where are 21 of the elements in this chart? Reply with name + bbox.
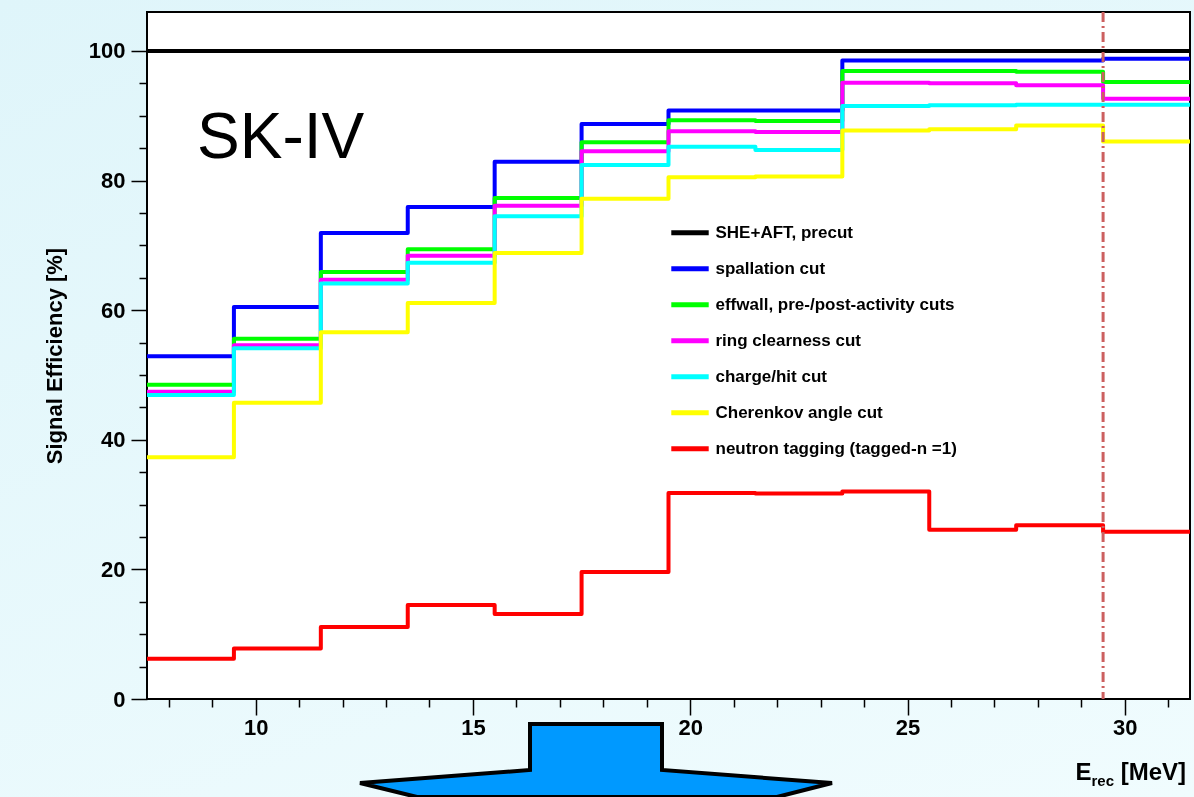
x-tick-label: 10 bbox=[243, 714, 269, 740]
legend-label: spallation cut bbox=[715, 258, 826, 278]
y-tick-label: 60 bbox=[101, 297, 126, 323]
legend-label: neutron tagging (tagged-n =1) bbox=[715, 438, 957, 458]
y-tick-label: 80 bbox=[101, 168, 126, 194]
y-tick-label: 100 bbox=[88, 38, 126, 64]
annotation: SK-IV bbox=[197, 100, 365, 172]
y-tick-label: 0 bbox=[113, 686, 126, 712]
legend-label: ring clearness cut bbox=[715, 330, 862, 350]
legend-label: charge/hit cut bbox=[715, 366, 828, 386]
x-tick-label: 25 bbox=[895, 714, 921, 740]
x-tick-label: 20 bbox=[678, 714, 703, 740]
x-tick-label: 30 bbox=[1113, 714, 1138, 740]
x-tick-label: 15 bbox=[461, 714, 486, 740]
legend-label: Cherenkov angle cut bbox=[715, 402, 884, 422]
legend-label: SHE+AFT, precut bbox=[715, 222, 854, 242]
x-axis-title: E$_{rec}$ [MeV] bbox=[1075, 758, 1186, 789]
legend-label: effwall, pre-/post-activity cuts bbox=[715, 294, 955, 314]
y-tick-label: 40 bbox=[101, 427, 126, 453]
y-axis-title: Signal Efficiency [%] bbox=[41, 247, 67, 465]
y-tick-label: 20 bbox=[101, 556, 126, 582]
